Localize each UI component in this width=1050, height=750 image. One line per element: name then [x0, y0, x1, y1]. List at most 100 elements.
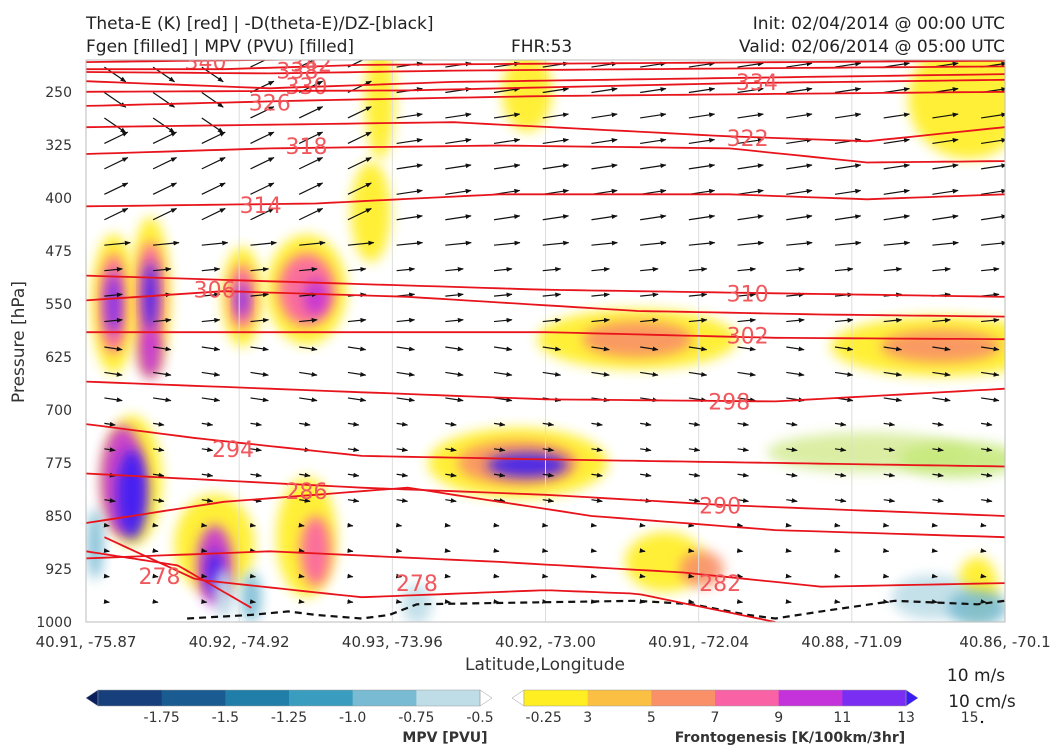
colorbar-swatch-5 — [778, 690, 843, 706]
colorbar-swatch-4 — [289, 690, 354, 706]
colorbar-mpv-label: MPV [PVU] — [402, 730, 487, 746]
x-tick-0: 40.91, -75.87 — [36, 633, 137, 651]
wind-arrow-109 — [786, 188, 813, 195]
wind-arrow-329 — [396, 498, 409, 503]
y-tick-labels: 250 325 400 475 550 625 700 775 850 925 1000 — [36, 85, 72, 631]
shade-blob-12 — [303, 278, 328, 315]
wind-arrow-402 — [249, 599, 257, 604]
wind-arrow-155 — [250, 267, 270, 272]
wind-arrow-192 — [201, 317, 221, 323]
wind-arrow-119 — [347, 207, 372, 221]
wind-arrow-98 — [250, 182, 275, 195]
colorbar-tick-2: -1.25 — [271, 710, 307, 726]
theta-e-contour-278 — [104, 536, 776, 622]
wind-arrow-336 — [737, 498, 750, 503]
wind-arrow-153 — [153, 267, 172, 272]
wind-arrow-171 — [104, 292, 123, 298]
wind-arrow-321 — [932, 472, 944, 478]
wind-arrow-265 — [981, 397, 1000, 403]
wind-arrow-416 — [931, 599, 938, 604]
shade-blob-2 — [105, 273, 122, 334]
colorbar-tick-1: -1.5 — [212, 710, 239, 726]
wind-arrow-111 — [883, 188, 910, 195]
wind-arrow-203 — [737, 317, 757, 323]
theta-e-label-322: 322 — [727, 127, 769, 152]
wind-arrow-282 — [883, 421, 896, 427]
y-tick-1000: 1000 — [36, 615, 72, 631]
wind-reference-label: 10 m/s — [947, 666, 1005, 686]
wind-arrow-69 — [688, 137, 716, 145]
wind-arrow-133 — [104, 240, 131, 246]
wind-arrow-82 — [396, 163, 423, 170]
wind-arrow-332 — [542, 498, 555, 503]
wind-arrow-148 — [834, 240, 862, 246]
wind-arrow-236 — [493, 371, 513, 377]
wind-arrow-385 — [347, 573, 354, 579]
theta-e-label-326: 326 — [249, 91, 291, 116]
wind-arrow-358 — [882, 522, 890, 528]
wind-arrow-240 — [688, 371, 708, 377]
wind-arrow-394 — [785, 573, 792, 579]
wind-arrow-185 — [786, 292, 805, 298]
wind-arrow-145 — [688, 240, 716, 246]
wind-arrow-413 — [785, 599, 792, 604]
wind-arrow-393 — [736, 573, 744, 579]
wind-arrow-64 — [445, 137, 472, 145]
colorbar-swatch-1 — [524, 690, 589, 706]
wind-arrow-44 — [396, 112, 423, 119]
shade-blob-9 — [236, 284, 249, 317]
wind-arrow-279 — [737, 421, 750, 427]
wind-arrow-379 — [980, 548, 987, 553]
wind-arrow-117 — [250, 207, 275, 221]
wind-arrow-401 — [201, 599, 208, 604]
wind-arrow-296 — [640, 447, 652, 453]
wind-arrow-361 — [103, 548, 110, 553]
wind-arrow-303 — [981, 447, 993, 453]
wind-arrow-367 — [395, 548, 403, 553]
wind-arrow-347 — [347, 522, 354, 528]
wind-arrow-35 — [883, 87, 910, 94]
theta-e-label-306: 306 — [194, 279, 236, 304]
wind-arrow-299 — [786, 447, 798, 453]
wind-arrow-208 — [981, 317, 1000, 323]
shade-blob-22 — [300, 516, 331, 587]
wind-arrow-31 — [688, 87, 716, 94]
wind-arrow-61 — [298, 131, 324, 144]
wind-reference-label-2: 10 cm/s — [948, 692, 1016, 712]
wind-arrow-73 — [883, 137, 910, 145]
shade-blob-37 — [213, 568, 234, 619]
wind-arrow-243 — [834, 371, 854, 377]
wind-arrow-371 — [590, 548, 597, 553]
wind-arrow-384 — [298, 573, 305, 579]
colorbar-swatch-5 — [352, 690, 417, 706]
x-tick-4: 40.91, -72.04 — [648, 633, 749, 651]
wind-arrow-120 — [396, 214, 423, 221]
wind-arrow-88 — [688, 163, 716, 170]
wind-arrow-15 — [834, 61, 862, 68]
wind-arrow-319 — [834, 472, 847, 478]
wind-arrow-180 — [542, 292, 562, 298]
colorbar-tick-0: -1.75 — [144, 710, 180, 726]
wind-arrow-320 — [883, 472, 896, 478]
plot-frame — [85, 59, 1006, 623]
wind-arrow-249 — [201, 397, 221, 403]
wind-arrow-213 — [299, 346, 318, 352]
wind-arrow-150 — [932, 240, 959, 246]
wind-arrow-95 — [104, 182, 129, 195]
wind-arrow-271 — [347, 421, 360, 427]
colorbar-swatch-4 — [715, 690, 780, 706]
wind-arrow-181 — [591, 292, 610, 298]
shade-blob-6 — [138, 328, 163, 379]
wind-arrow-246 — [981, 371, 1000, 377]
wind-arrow-14 — [786, 61, 813, 68]
wind-arrow-122 — [493, 214, 521, 221]
wind-arrow-220 — [640, 346, 659, 352]
wind-arrow-167 — [834, 267, 854, 272]
wind-arrow-231 — [250, 371, 269, 377]
wind-arrow-200 — [591, 317, 610, 323]
wind-arrow-121 — [445, 214, 472, 221]
wind-arrow-338 — [834, 498, 847, 503]
wind-arrow-354 — [688, 522, 695, 528]
title-left-line1: Theta-E (K) [red] | -D(theta-E)/DZ-[blac… — [86, 14, 434, 34]
wind-arrow-273 — [445, 421, 457, 427]
